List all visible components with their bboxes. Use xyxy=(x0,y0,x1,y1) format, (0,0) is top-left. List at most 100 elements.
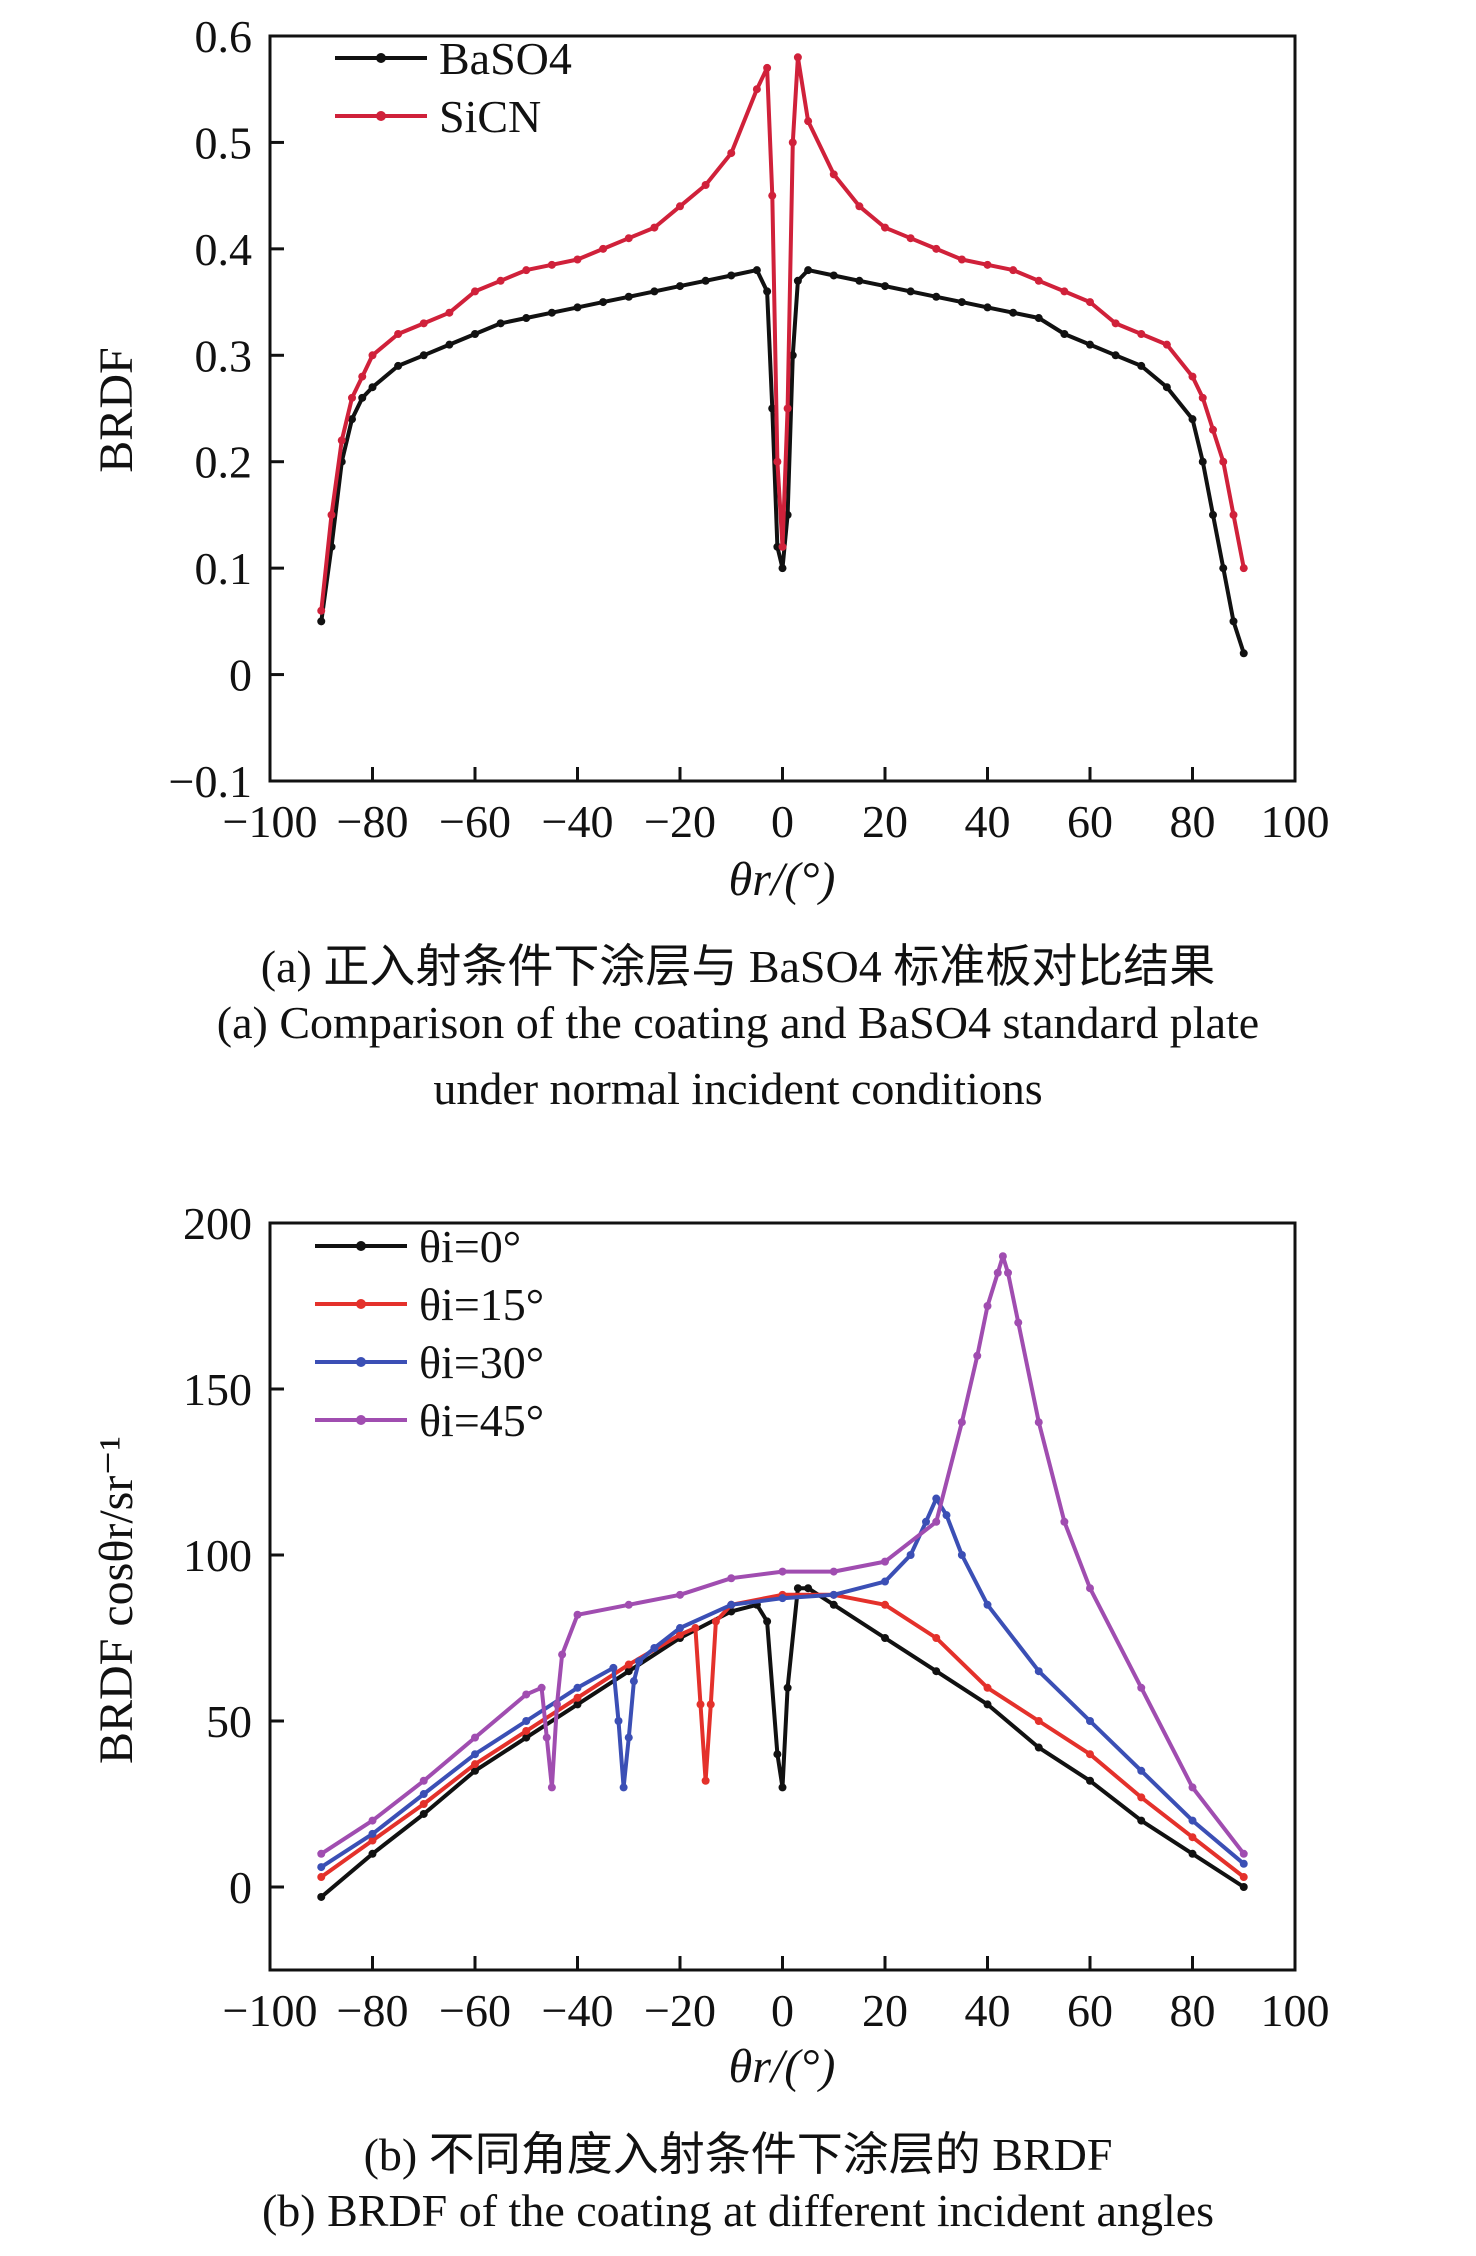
data-point xyxy=(348,415,356,424)
data-point xyxy=(1034,1418,1043,1427)
x-tick-label: 20 xyxy=(862,1985,908,2036)
data-point xyxy=(906,1551,915,1559)
data-point xyxy=(829,1567,838,1576)
data-point xyxy=(1086,1584,1094,1593)
data-point xyxy=(768,404,777,413)
y-tick-label: 0 xyxy=(229,650,252,701)
data-point xyxy=(368,383,377,392)
x-tick-label: 80 xyxy=(1170,796,1216,847)
data-point xyxy=(599,244,608,253)
data-point xyxy=(1198,393,1207,402)
data-point xyxy=(906,287,915,296)
x-axis-label-b: θr/(°) xyxy=(729,2040,836,2093)
data-point xyxy=(793,276,802,285)
data-point xyxy=(1188,1816,1197,1825)
data-point xyxy=(635,1657,643,1666)
data-point xyxy=(1034,1743,1043,1752)
data-point xyxy=(337,436,346,445)
data-point xyxy=(522,1733,531,1742)
y-tick-label: 0.4 xyxy=(195,224,253,275)
data-point xyxy=(1188,372,1197,381)
data-point xyxy=(855,202,864,211)
series-group-b xyxy=(317,1252,1248,1901)
data-point xyxy=(358,393,367,402)
data-point xyxy=(522,1717,531,1725)
y-axis-label-b: BRDF cosθr/sr⁻¹ xyxy=(90,1436,143,1764)
data-point xyxy=(471,1760,479,1769)
data-point xyxy=(496,276,505,285)
data-point xyxy=(537,1683,546,1692)
data-point xyxy=(1239,649,1248,658)
data-point xyxy=(624,1660,633,1669)
y-tick-label: 100 xyxy=(183,1530,252,1581)
data-point xyxy=(783,404,792,413)
data-point xyxy=(317,1849,326,1858)
legend-label: BaSO4 xyxy=(439,33,572,84)
legend-label: θi=15° xyxy=(419,1279,544,1330)
data-point xyxy=(471,1750,479,1759)
data-point xyxy=(1198,457,1207,466)
legend-a: BaSO4 SiCN xyxy=(335,33,572,142)
data-point xyxy=(445,340,454,349)
y-tick-label: 150 xyxy=(183,1364,252,1415)
data-point xyxy=(752,85,761,94)
data-point xyxy=(932,292,941,301)
data-point xyxy=(445,308,454,317)
plot-frame-a xyxy=(268,34,1297,783)
y-tick-label: 0.1 xyxy=(195,543,253,594)
data-point xyxy=(1034,276,1043,285)
y-axis-label-a: BRDF xyxy=(90,347,143,472)
caption-b-cn: (b) 不同角度入射条件下涂层的 BRDF xyxy=(363,2129,1113,2180)
data-point xyxy=(471,330,479,338)
data-point xyxy=(394,330,403,338)
data-point xyxy=(932,1634,941,1642)
data-point xyxy=(1219,564,1228,573)
data-point xyxy=(752,266,761,275)
data-point xyxy=(763,287,772,296)
data-point xyxy=(932,1667,941,1676)
data-point xyxy=(773,1750,782,1759)
x-tick-label: 60 xyxy=(1067,1985,1113,2036)
data-point xyxy=(973,1351,982,1360)
data-point xyxy=(1034,1667,1043,1676)
data-point xyxy=(804,1584,813,1593)
data-point xyxy=(547,1783,556,1792)
data-point xyxy=(368,1849,377,1858)
data-point xyxy=(650,287,659,296)
data-point xyxy=(983,1302,992,1310)
x-tick-label: 60 xyxy=(1067,796,1113,847)
data-point xyxy=(957,1551,966,1559)
data-point xyxy=(983,1700,992,1709)
data-point xyxy=(855,276,864,285)
data-point xyxy=(998,1252,1007,1261)
legend-marker xyxy=(356,1415,366,1425)
data-point xyxy=(881,1577,889,1586)
data-point xyxy=(358,372,367,381)
x-tick-label: −80 xyxy=(337,1985,409,2036)
data-point xyxy=(881,1634,889,1642)
data-point xyxy=(419,1776,428,1785)
data-point xyxy=(676,1630,684,1639)
caption-b-en: (b) BRDF of the coating at different inc… xyxy=(261,2185,1215,2236)
data-point xyxy=(1137,361,1146,370)
data-point xyxy=(573,303,582,312)
x-tick-label: 20 xyxy=(862,796,908,847)
data-point xyxy=(317,606,326,615)
data-point xyxy=(327,510,336,519)
chart-a: −100 −80 −60 −40 −20 0 20 40 60 80 100 −0.1 0 0.1 0.2… xyxy=(90,11,1330,906)
data-point xyxy=(727,271,736,280)
data-point xyxy=(932,1494,941,1503)
data-point xyxy=(763,1617,772,1626)
data-point xyxy=(1188,1783,1197,1792)
data-point xyxy=(1086,340,1094,349)
data-point xyxy=(763,63,772,72)
legend-label: θi=0° xyxy=(419,1221,521,1272)
data-point xyxy=(496,319,505,328)
data-point xyxy=(619,1783,628,1792)
data-point xyxy=(881,282,889,291)
data-point xyxy=(1239,1883,1248,1891)
data-point xyxy=(1004,1268,1012,1277)
data-point xyxy=(1188,1833,1197,1842)
legend-label: SiCN xyxy=(439,91,541,142)
data-point xyxy=(1137,1766,1146,1775)
